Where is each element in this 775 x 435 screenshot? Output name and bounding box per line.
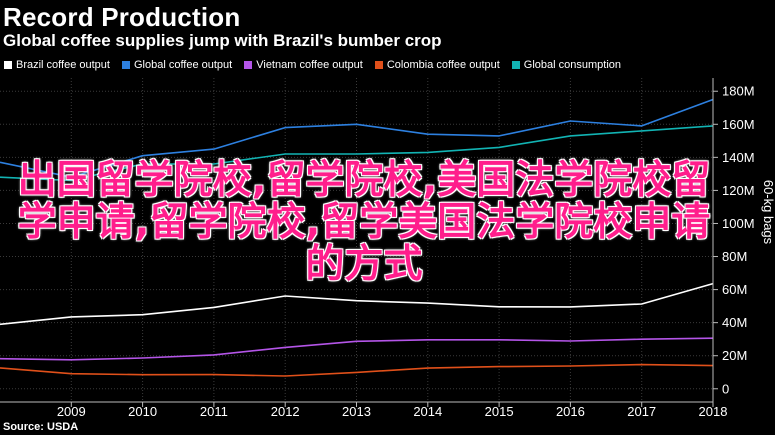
x-tick-label: 2009 [57,404,86,419]
series-lines [0,98,714,377]
legend-item: Global coffee output [121,59,233,71]
legend-swatch [121,61,130,69]
legend-label: Global consumption [523,59,622,71]
series-line-colombia-coffee-output [0,363,714,377]
y-axis-title: 60-kg bags [761,180,775,245]
x-tick-label: 2010 [128,404,157,419]
axes: 0 20M 40M 60M 80M 100M 120M 140M 160M 180M 2009 201… [0,78,775,419]
series-line-global-consumption [0,125,714,182]
legend-label: Vietnam coffee output [256,59,363,71]
x-tick-label: 2015 [485,404,514,419]
legend-label: Global coffee output [133,59,233,71]
legend-item: Vietnam coffee output [244,59,363,71]
chart-title: Record Production [3,2,241,32]
y-tick-label: 80M [722,249,747,264]
legend-swatch [511,61,520,69]
legend-swatch [244,61,253,69]
legend-label: Colombia coffee output [386,59,500,71]
chart-subtitle: Global coffee supplies jump with Brazil'… [3,31,442,50]
x-tick-label: 2011 [200,404,228,419]
series-line-global-coffee-output [0,98,714,178]
y-tick-label: 180M [722,84,755,99]
y-tick-label: 140M [722,150,755,165]
legend-item: Colombia coffee output [374,59,500,71]
y-tick-label: 60M [722,282,747,297]
x-tick-label: 2012 [271,404,300,419]
legend-swatch [4,61,12,69]
x-tick-label: 2014 [413,404,442,419]
x-tick-label: 2017 [627,404,656,419]
legend-label: Brazil coffee output [16,59,110,71]
legend: Brazil coffee output Global coffee output… [4,58,633,72]
series-line-vietnam-coffee-output [0,337,714,361]
overlay-watermark-text: 出国留学院校,留学院校,美国法学院校留学申请,留学院校,留学美国法学院校申请的方… [17,158,711,287]
legend-swatch [374,61,383,69]
y-tick-label: 160M [722,117,755,132]
legend-item: Global consumption [511,59,622,71]
y-tick-label: 120M [722,183,755,198]
x-tick-label: 2016 [556,404,585,419]
y-tick-label: 20M [722,348,747,363]
legend-item: Brazil coffee output [4,59,110,71]
x-tick-label: 2013 [342,404,371,419]
source-note: Source: USDA [3,421,79,433]
series-line-brazil-coffee-output [0,282,714,326]
y-tick-label: 0 [722,381,729,396]
x-tick-label: 2018 [699,404,728,419]
y-tick-label: 40M [722,315,747,330]
y-tick-label: 100M [722,216,755,231]
